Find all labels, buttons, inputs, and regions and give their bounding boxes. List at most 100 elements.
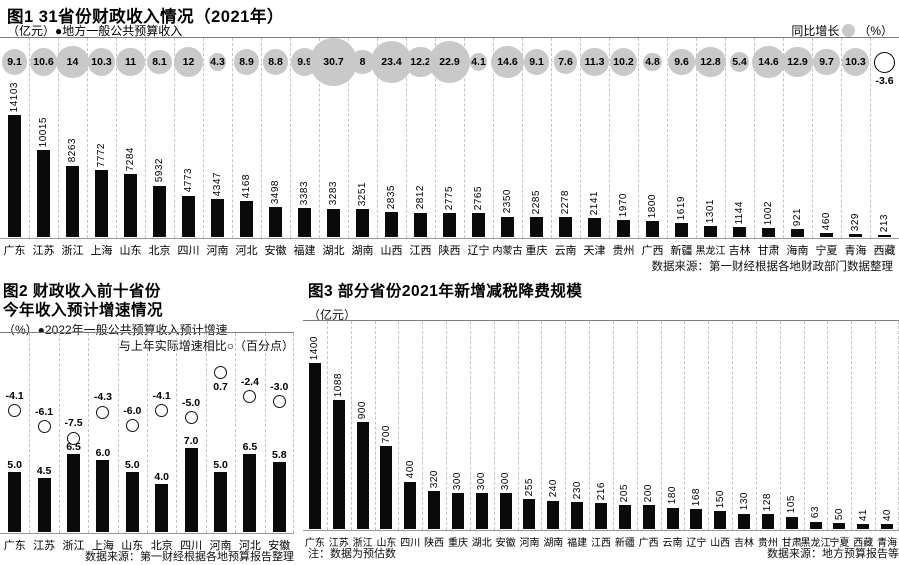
x-axis-label: 青海 [877,538,898,549]
bar-value-label: 216 [595,482,607,501]
x-axis-label: 湖北 [322,245,345,257]
bar-value-label: 5932 [154,158,165,183]
bar-value-label: 2775 [444,185,455,210]
chart2-source: 数据来源：第一财经根据各地预算报告整理 [85,551,294,563]
bar [733,227,746,237]
bar [857,524,870,529]
x-axis-label: 山东 [376,538,397,549]
gridline [551,38,552,238]
growth-bubble [643,52,662,72]
x-axis-label: 河南 [209,540,232,552]
bar-value-label: 230 [571,480,583,499]
circle-value-label: -6.0 [123,404,142,417]
bar-value-label: 205 [619,483,631,502]
bubble-value-label: 4.8 [645,56,660,68]
bar-value-label: 1088 [333,372,345,397]
gridline [235,333,237,533]
bar-value-label: 1301 [705,198,716,223]
x-axis-label: 上海 [91,540,114,552]
bar-value-label: 7284 [125,146,136,171]
growth-bubble [428,41,471,83]
bar [66,165,79,237]
bubble-value-label: 14 [66,56,79,68]
bar [675,223,688,237]
x-axis-label: 山西 [710,538,731,549]
chart2-title-line2: 今年收入预计增速情况 [3,302,164,319]
x-axis-label: 江苏 [328,538,349,549]
bar-value-label: 4168 [241,173,252,198]
gridline [696,38,697,238]
gridline [725,38,726,238]
gridline [812,38,813,238]
bar [37,150,50,237]
compare-circle [155,404,169,418]
growth-bubble [841,48,870,76]
gridline [841,38,842,238]
chart2-title: 图2 财政收入前十省份 今年收入预计增速情况 [3,282,163,320]
chart1-title: 图1 31省份财政收入情况（2021年） [7,8,284,26]
x-axis-label: 吉林 [728,245,751,257]
x-axis-label: 广西 [638,538,659,549]
x-axis-label: 山东 [119,245,142,257]
chart2: 图2 财政收入前十省份 今年收入预计增速情况 （%）●2022年一般公共预算收入… [0,281,296,565]
gridline [398,321,400,530]
bar [8,115,21,237]
bar [666,507,679,529]
chart2-plot: 与上年实际增速相比○（百分点） 数据来源：第一财经根据各地预算报告整理 5.0-… [0,332,294,565]
growth-bubble [116,47,145,77]
gridline [493,321,495,530]
x-axis-label: 黑龙江 [695,246,726,257]
bubble-value-label: 8 [359,56,366,68]
bar-value-label: 240 [547,479,559,498]
growth-bubble [147,49,172,75]
bar-value-label: 300 [452,472,464,491]
bar [761,513,774,529]
x-axis-label: 湖南 [351,245,374,257]
x-axis-label: 重庆 [447,538,468,549]
bar-value-label: 4.0 [154,471,169,483]
bar [95,169,108,237]
bar [428,491,441,529]
x-axis-label: 河南 [519,538,540,549]
bar [646,221,659,237]
bar [8,472,22,532]
gridline [58,38,59,238]
x-axis-label: 广东 [3,540,26,552]
bar [617,219,630,237]
bar-value-label: 168 [690,487,702,507]
bar [809,521,822,529]
bar-value-label: 1400 [309,335,321,360]
bar-value-label: 130 [738,492,750,511]
negative-growth-circle [874,51,895,73]
circle-value-label: -5.0 [182,396,201,409]
bar [738,513,751,529]
gridline [517,321,519,530]
bubble-value-label: 8.1 [152,56,167,68]
compare-circle [125,419,139,433]
bar-value-label: 6.0 [95,447,111,459]
x-axis-label: 上海 [90,245,113,257]
bar [690,509,703,529]
bar-value-label: 300 [476,472,488,491]
growth-bubble [752,45,785,79]
bar [475,493,488,529]
bar [153,185,166,237]
bar-value-label: 1800 [647,194,658,219]
bar [791,229,804,237]
gridline [145,38,146,238]
growth-bubble [782,46,813,78]
bar [125,472,139,532]
growth-bubble [523,49,550,75]
x-axis-label: 河北 [235,245,258,257]
bar-value-label: 2350 [502,189,513,214]
x-axis-label: 山东 [121,540,144,552]
growth-bubble [609,48,638,76]
bar [523,498,536,529]
bar [184,448,198,532]
x-axis-label: 浙江 [352,538,373,549]
x-axis-label: 辽宁 [467,245,490,257]
growth-bubble [309,38,358,86]
x-axis-label: 贵州 [757,538,778,549]
growth-bubble [469,53,488,71]
